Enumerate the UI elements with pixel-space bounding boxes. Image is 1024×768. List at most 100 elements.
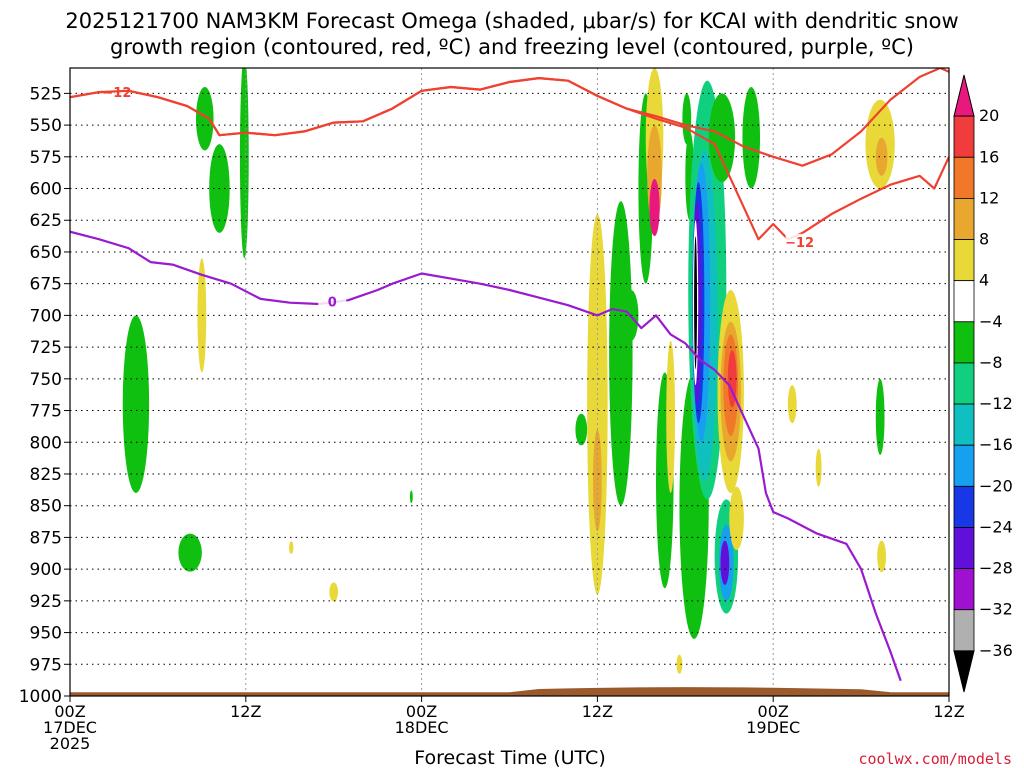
dgz-lower-contour-label-bg (785, 233, 814, 249)
ytick-label-625: 625 (30, 211, 62, 231)
colorbar-swatch-4 (953, 239, 975, 282)
y-axis-ticks: 525 550 575 600 625 650 675 700 725 750 775 800 825 8… (19, 84, 70, 707)
colorbar-label-3: 8 (979, 230, 989, 249)
ytick-label-700: 700 (30, 306, 62, 326)
omega-cell-24 (682, 93, 692, 145)
ytick-label-675: 675 (30, 275, 62, 295)
omega-cell-39 (727, 350, 737, 408)
ytick-label-775: 775 (30, 402, 62, 422)
xtick-label-0-0: 00Z (54, 702, 85, 721)
omega-cell-32 (708, 93, 736, 183)
plot-background (70, 68, 949, 696)
ytick-label-850: 850 (30, 497, 62, 517)
omega-cell-7 (329, 582, 339, 602)
omega-cell-9 (575, 413, 588, 446)
omega-cell-12 (593, 429, 602, 532)
colorbar-label-7: −12 (979, 394, 1013, 413)
omega-cell-20 (666, 340, 676, 494)
ytick-label-650: 650 (30, 243, 62, 263)
ytick-label-800: 800 (30, 433, 62, 453)
ground-band (70, 687, 949, 696)
plot-area: −12 −12 0 (69, 67, 950, 697)
colorbar-label-2: 12 (979, 188, 999, 207)
omega-cell-4 (178, 533, 202, 572)
colorbar-swatch-2 (953, 156, 975, 199)
colorbar-label-8: −16 (979, 435, 1013, 454)
xtick-label-12-0: 12Z (230, 702, 261, 721)
omega-cell-5 (197, 258, 207, 373)
colorbar-label-10: −24 (979, 517, 1013, 536)
omega-cell-44 (875, 378, 885, 455)
dgz-lower-contour-label: −12 (785, 236, 814, 251)
xtick-label-48-0: 00Z (758, 702, 789, 721)
plot-frame (69, 67, 950, 697)
xtick-label-48-1: 19DEC (746, 718, 800, 737)
colorbar-label-11: −28 (979, 559, 1013, 578)
omega-shading (122, 68, 895, 674)
freezing-level-contour-label-bg (318, 293, 347, 309)
chart-title-line2: growth region (contoured, red, ºC) and f… (110, 35, 914, 59)
colorbar-swatch-13 (953, 609, 975, 652)
ytick-label-725: 725 (30, 338, 62, 358)
ytick-label-875: 875 (30, 528, 62, 548)
ytick-label-575: 575 (30, 148, 62, 168)
xtick-label-24-0: 00Z (406, 702, 437, 721)
dgz-upper-contour-label: −12 (102, 86, 131, 101)
omega-cell-41 (742, 87, 761, 189)
credit-text: coolwx.com/models (858, 750, 1012, 768)
grid-lines (70, 68, 949, 697)
ytick-label-950: 950 (30, 624, 62, 644)
omega-cell-21 (676, 654, 683, 674)
colorbar-label-5: −4 (979, 312, 1003, 331)
ytick-label-825: 825 (30, 465, 62, 485)
omega-cell-45 (877, 540, 887, 573)
freezing-level-contour-label: 0 (328, 295, 337, 310)
xtick-label-0-1: 17DEC (43, 718, 97, 737)
omega-cell-3 (122, 315, 150, 494)
freezing-level-contour (70, 230, 902, 682)
xtick-label-60-0: 12Z (933, 702, 964, 721)
omega-cell-42 (787, 385, 797, 424)
colorbar-swatch-10 (953, 485, 975, 528)
colorbar-label-6: −8 (979, 353, 1003, 372)
colorbar-bottom-arrow (953, 650, 975, 693)
ground-surface (70, 687, 949, 696)
colorbar-label-13: −36 (979, 641, 1013, 660)
colorbar-swatch-9 (953, 444, 975, 487)
colorbar-top-arrow (953, 74, 975, 117)
ytick-label-975: 975 (30, 655, 62, 675)
ytick-label-525: 525 (30, 84, 62, 104)
colorbar-label-12: −32 (979, 600, 1013, 619)
ytick-label-1000: 1000 (19, 687, 62, 707)
ytick-label-550: 550 (30, 116, 62, 136)
colorbar-swatch-3 (953, 197, 975, 240)
colorbar-label-0: 20 (979, 106, 999, 125)
ytick-label-925: 925 (30, 592, 62, 612)
dgz-lower-contour (70, 76, 949, 241)
colorbar-swatch-11 (953, 527, 975, 570)
omega-cell-47 (875, 137, 888, 176)
colorbar-swatch-1 (953, 115, 975, 158)
colorbar-swatch-6 (953, 321, 975, 364)
x-axis-label: Forecast Time (UTC) (414, 747, 605, 768)
omega-cell-18 (649, 179, 660, 237)
omega-cell-2 (239, 68, 249, 259)
omega-cell-35 (720, 540, 730, 585)
chart-title-line1: 2025121700 NAM3KM Forecast Omega (shaded… (65, 9, 958, 33)
colorbar-swatch-8 (953, 403, 975, 446)
colorbar: 20 16 12 8 4 −4 −8 −12 −16 −20 −24 −28 −32 −36 (953, 74, 1013, 693)
omega-cell-40 (729, 486, 744, 551)
ytick-label-900: 900 (30, 560, 62, 580)
colorbar-label-4: 4 (979, 271, 989, 290)
xtick-label-24-1: 18DEC (395, 718, 449, 737)
omega-cell-6 (289, 541, 294, 554)
colorbar-swatch-5 (953, 280, 975, 323)
colorbar-swatch-12 (953, 568, 975, 611)
omega-cell-43 (815, 448, 822, 487)
omega-cell-8 (409, 490, 413, 504)
colorbar-label-9: −20 (979, 476, 1013, 495)
xtick-label-36-0: 12Z (582, 702, 613, 721)
colorbar-swatch-7 (953, 362, 975, 405)
